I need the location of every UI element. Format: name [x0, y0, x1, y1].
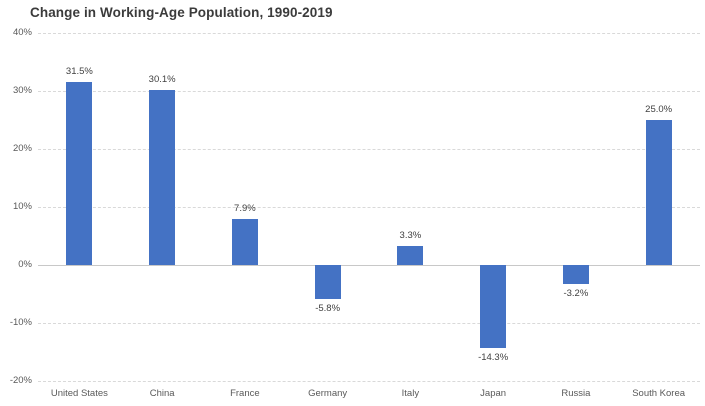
- gridline: [38, 91, 700, 92]
- bar: [397, 245, 424, 265]
- bar-value-label: -14.3%: [478, 351, 509, 363]
- bar-value-label: -5.8%: [315, 302, 341, 314]
- x-axis-category-label: South Korea: [632, 388, 686, 399]
- bar: [645, 120, 672, 265]
- x-axis-category-label: China: [149, 388, 175, 399]
- bar-value-label: 25.0%: [645, 104, 673, 115]
- gridline: [38, 149, 700, 150]
- gridline: [38, 323, 700, 324]
- y-axis-tick-label: 30%: [12, 85, 32, 96]
- bar-value-label: -3.2%: [563, 287, 589, 299]
- x-axis-category-label: Germany: [308, 388, 348, 399]
- y-axis-tick-label: -20%: [9, 375, 32, 386]
- bar-value-label: 31.5%: [65, 66, 93, 78]
- bar-value-label: 7.9%: [234, 203, 256, 215]
- gridline: [38, 33, 700, 34]
- bar: [480, 265, 507, 348]
- y-axis-tick-label: 40%: [12, 27, 32, 38]
- bar: [66, 82, 93, 265]
- x-axis-category-label: Japan: [480, 388, 507, 399]
- chart-title: Change in Working-Age Population, 1990-2…: [30, 5, 333, 20]
- gridline: [38, 381, 700, 382]
- x-axis-category-label: France: [230, 388, 260, 399]
- bar-value-label: 30.1%: [148, 74, 176, 86]
- bar-value-label: 3.3%: [399, 229, 422, 241]
- y-axis-tick-label: 10%: [12, 201, 32, 212]
- gridline: [38, 207, 700, 208]
- x-axis-category-label: United States: [50, 388, 108, 399]
- bar: [231, 219, 258, 265]
- y-axis-tick-label: 0%: [18, 259, 32, 270]
- zero-axis-line: [38, 265, 700, 266]
- x-axis-category-label: Russia: [561, 388, 591, 399]
- bar: [149, 90, 176, 265]
- y-axis-tick-label: -10%: [9, 317, 32, 328]
- y-axis-tick-label: 20%: [12, 143, 32, 154]
- bar: [314, 265, 341, 299]
- bar: [562, 265, 589, 284]
- x-axis-category-label: Italy: [401, 388, 420, 399]
